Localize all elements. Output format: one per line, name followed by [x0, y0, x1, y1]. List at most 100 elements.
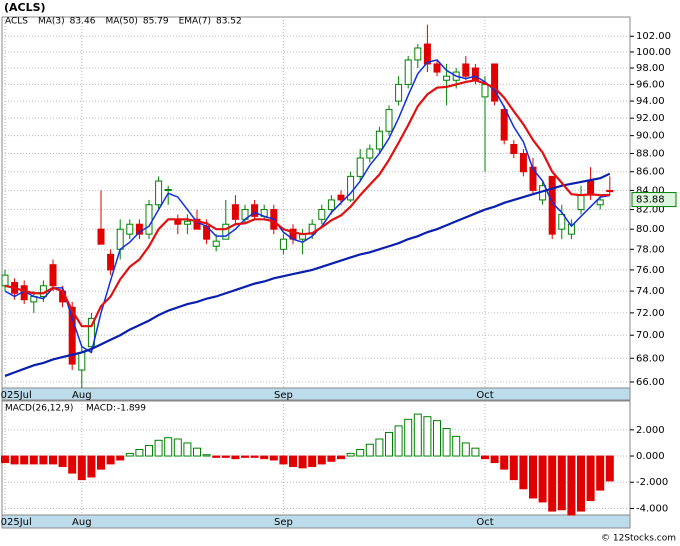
candle-body	[375, 130, 383, 150]
legend-value: 83.46	[70, 17, 96, 27]
y-tick-label: 86.00	[636, 167, 665, 178]
macd-bar	[413, 413, 422, 457]
candle-body	[433, 63, 441, 73]
macd-bar	[567, 455, 576, 516]
candle-body	[491, 63, 499, 102]
macd-bar	[308, 455, 317, 468]
macd-bar	[1, 455, 9, 464]
line-series	[4, 79, 610, 328]
macd-bar	[193, 447, 201, 457]
y-tick-label: 2.000	[636, 425, 665, 436]
macd-bar	[97, 455, 105, 470]
macd-bar	[260, 455, 269, 460]
macd-bar	[442, 428, 451, 457]
y-tick-label: 94.00	[636, 96, 665, 107]
x-tick-label: Aug	[72, 517, 92, 528]
y-tick-label: -4.000	[636, 503, 668, 514]
macd-bar	[327, 455, 336, 462]
y-tick-label: 100.00	[636, 47, 671, 58]
candle-body	[97, 228, 105, 245]
x-tick-label: Oct	[476, 517, 493, 528]
macd-bar	[557, 455, 566, 511]
y-tick-label: 90.00	[636, 131, 665, 142]
candle-body	[443, 75, 451, 81]
candle-body	[366, 148, 374, 159]
candle-body	[135, 223, 143, 235]
macd-bar	[365, 443, 374, 457]
y-tick-label: 84.00	[636, 185, 665, 196]
macd-bar	[212, 455, 221, 458]
macd-bar	[231, 455, 240, 460]
candle-body	[279, 238, 287, 250]
y-tick-label: 92.00	[636, 113, 665, 124]
candle-body	[212, 240, 220, 247]
candle-body	[356, 157, 364, 177]
candle-body	[347, 175, 355, 201]
date-strip	[1, 514, 631, 529]
candle-body	[606, 189, 614, 193]
candle-body	[87, 317, 95, 348]
macd-bar	[423, 416, 432, 457]
legend-label: MA(50)	[105, 17, 137, 27]
macd-bar	[164, 437, 173, 457]
macd-bar	[68, 455, 77, 474]
price-panel	[1, 16, 631, 389]
candle-body	[327, 199, 335, 211]
y-tick-label: 96.00	[636, 79, 665, 90]
x-tick-label: Oct	[476, 390, 493, 401]
macd-bar	[241, 455, 249, 458]
legend-value: 83.52	[216, 17, 242, 27]
x-tick-label: Sep	[274, 390, 293, 401]
candle-body	[385, 109, 393, 132]
macd-bar	[77, 455, 86, 481]
macd-bar	[29, 455, 38, 465]
y-tick-label: 80.00	[636, 224, 665, 235]
y-tick-label: 68.00	[636, 353, 665, 364]
macd-bar	[221, 455, 230, 458]
symbol: ACLS	[5, 17, 28, 27]
candle-body	[587, 180, 595, 196]
y-tick-label: -2.000	[636, 477, 668, 488]
macd-bar	[605, 455, 614, 482]
candle-body	[49, 264, 57, 287]
macd-bar	[433, 420, 441, 457]
candle-body	[481, 83, 489, 98]
candle-body	[155, 180, 163, 206]
macd-bar	[461, 442, 470, 457]
macd-bar	[39, 455, 48, 465]
macd-bar	[106, 455, 115, 465]
y-tick-label: 74.00	[636, 286, 665, 297]
candle-body	[318, 209, 326, 220]
candle-body	[519, 152, 527, 173]
candle-body	[68, 306, 76, 365]
y-tick-label: 102.00	[636, 31, 671, 42]
macd-bar	[135, 448, 144, 457]
macd-bar	[116, 455, 125, 461]
macd-bar	[404, 418, 413, 457]
macd-bar	[538, 455, 547, 503]
macd-bar	[337, 455, 345, 460]
macd-bar	[250, 455, 259, 458]
macd-bar	[289, 455, 297, 468]
y-tick-label: 70.00	[636, 330, 665, 341]
macd-bar	[586, 455, 595, 502]
macd-bar	[490, 455, 499, 464]
macd-bar	[385, 431, 393, 457]
candle-body	[183, 220, 191, 225]
macd-bar	[317, 455, 326, 465]
candle-body	[395, 83, 403, 102]
macd-bar	[500, 455, 509, 470]
candle-body	[558, 213, 566, 230]
y-tick-label: 72.00	[636, 308, 665, 319]
macd-bar	[173, 438, 182, 457]
macd-bar	[154, 439, 163, 457]
macd-bar	[375, 438, 384, 457]
y-tick-label: 66.00	[636, 377, 665, 388]
macd-bar	[519, 455, 528, 490]
macd-bar	[394, 425, 403, 457]
x-tick-label: 2025Jul	[0, 517, 32, 528]
macd-bar	[87, 455, 96, 478]
candle-body	[596, 199, 604, 206]
chart-title: (ACLS)	[4, 1, 46, 14]
